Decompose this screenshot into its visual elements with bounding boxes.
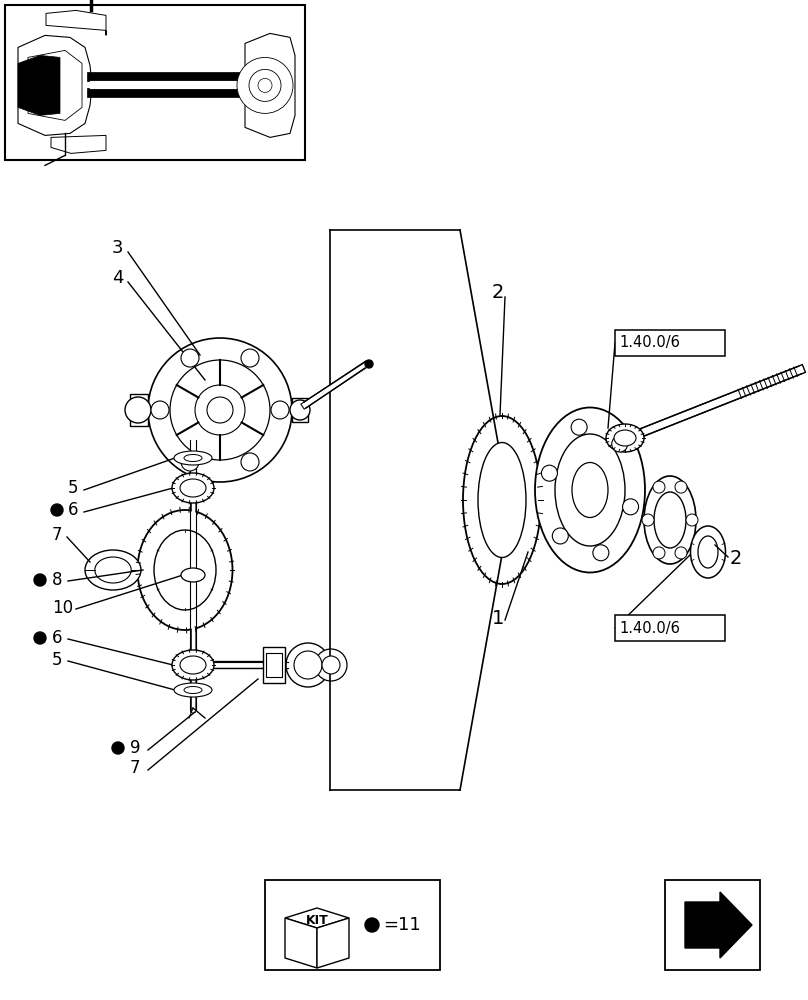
Circle shape	[237, 57, 293, 113]
Circle shape	[271, 401, 289, 419]
Ellipse shape	[172, 473, 214, 503]
Text: 7: 7	[130, 759, 141, 777]
Ellipse shape	[572, 462, 608, 518]
Circle shape	[593, 545, 609, 561]
Circle shape	[653, 547, 665, 559]
Circle shape	[653, 481, 665, 493]
Circle shape	[365, 360, 373, 368]
Bar	[266, 653, 282, 677]
Ellipse shape	[180, 479, 206, 497]
Bar	[665, 880, 760, 970]
Ellipse shape	[606, 424, 644, 452]
Polygon shape	[28, 50, 82, 120]
Circle shape	[623, 499, 638, 515]
Text: 3: 3	[112, 239, 124, 257]
Circle shape	[553, 528, 568, 544]
Circle shape	[195, 385, 245, 435]
Text: 8: 8	[52, 571, 62, 589]
Text: 2: 2	[492, 282, 504, 302]
Ellipse shape	[180, 656, 206, 674]
Ellipse shape	[535, 408, 645, 572]
Polygon shape	[130, 394, 148, 426]
Ellipse shape	[644, 476, 696, 564]
Circle shape	[571, 419, 587, 435]
Bar	[615, 615, 725, 641]
Ellipse shape	[184, 454, 202, 462]
Circle shape	[181, 349, 199, 367]
Circle shape	[365, 918, 379, 932]
Ellipse shape	[463, 416, 541, 584]
Ellipse shape	[184, 686, 202, 694]
Circle shape	[686, 514, 698, 526]
Polygon shape	[292, 398, 308, 422]
Polygon shape	[285, 908, 349, 928]
Bar	[265, 880, 440, 970]
Circle shape	[294, 651, 322, 679]
Ellipse shape	[95, 557, 131, 583]
Ellipse shape	[154, 530, 216, 610]
Text: 10: 10	[52, 599, 74, 617]
Ellipse shape	[691, 526, 726, 578]
Circle shape	[181, 453, 199, 471]
Polygon shape	[285, 918, 317, 968]
Polygon shape	[46, 10, 106, 35]
Circle shape	[241, 453, 259, 471]
Text: 1: 1	[492, 608, 504, 628]
Polygon shape	[51, 135, 106, 153]
Circle shape	[258, 78, 272, 92]
Text: KIT: KIT	[305, 914, 328, 926]
Circle shape	[675, 547, 687, 559]
Circle shape	[148, 338, 292, 482]
Ellipse shape	[137, 510, 233, 630]
Ellipse shape	[85, 550, 141, 590]
Text: 6: 6	[68, 501, 78, 519]
Circle shape	[315, 649, 347, 681]
Circle shape	[34, 574, 46, 586]
Circle shape	[151, 401, 169, 419]
Circle shape	[642, 514, 654, 526]
Circle shape	[112, 742, 124, 754]
Polygon shape	[18, 35, 92, 135]
Text: =11: =11	[383, 916, 421, 934]
Circle shape	[541, 465, 558, 481]
Text: 2: 2	[730, 548, 743, 568]
Polygon shape	[18, 55, 60, 115]
Text: 1.40.0/6: 1.40.0/6	[619, 336, 680, 351]
Bar	[263, 647, 285, 683]
Circle shape	[290, 400, 310, 420]
Ellipse shape	[478, 442, 526, 558]
Polygon shape	[317, 918, 349, 968]
Circle shape	[286, 643, 330, 687]
Polygon shape	[245, 33, 295, 137]
Circle shape	[322, 656, 340, 674]
Ellipse shape	[698, 536, 718, 568]
Text: 7: 7	[52, 526, 62, 544]
Circle shape	[612, 436, 628, 452]
Polygon shape	[685, 892, 752, 958]
Ellipse shape	[172, 650, 214, 680]
Circle shape	[675, 481, 687, 493]
Bar	[615, 330, 725, 356]
Circle shape	[34, 632, 46, 644]
Ellipse shape	[174, 683, 212, 697]
Text: 5: 5	[52, 651, 62, 669]
Ellipse shape	[654, 492, 686, 548]
Circle shape	[249, 69, 281, 101]
Text: 5: 5	[68, 479, 78, 497]
Ellipse shape	[555, 434, 625, 546]
Ellipse shape	[614, 430, 636, 446]
Circle shape	[170, 360, 270, 460]
Text: 4: 4	[112, 269, 124, 287]
Text: 6: 6	[52, 629, 62, 647]
Circle shape	[125, 397, 151, 423]
Circle shape	[241, 349, 259, 367]
Circle shape	[207, 397, 233, 423]
Circle shape	[51, 504, 63, 516]
Bar	[5, 5, 305, 160]
Ellipse shape	[181, 568, 205, 582]
Ellipse shape	[174, 451, 212, 465]
Text: 1.40.0/6: 1.40.0/6	[619, 620, 680, 636]
Text: 9: 9	[130, 739, 141, 757]
